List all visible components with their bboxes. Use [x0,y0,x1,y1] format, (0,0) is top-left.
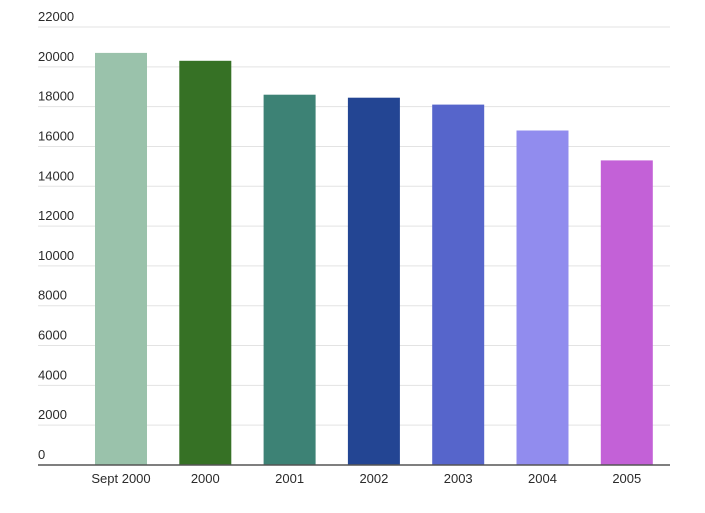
y-tick-label: 18000 [38,89,74,104]
y-tick-label: 2000 [38,407,67,422]
x-category-label: 2001 [275,471,304,486]
bar-2004 [516,130,569,465]
x-category-label: Sept 2000 [91,471,150,486]
x-category-label: 2000 [191,471,220,486]
y-tick-label: 14000 [38,168,74,183]
bar-sept-2000 [95,52,147,466]
x-category-label: 2002 [359,471,388,486]
bar-2001 [263,94,316,465]
x-axis-category-labels: Sept 2000 2000 2001 2002 2003 2004 2005 [91,471,641,486]
y-tick-label: 16000 [38,128,74,143]
bar-2003 [432,104,485,465]
y-axis-tick-labels: 0 2000 4000 6000 8000 10000 12000 14000 16000 180… [38,9,74,462]
bars [95,52,653,466]
bar-2000 [179,60,232,466]
bar-2002 [347,97,400,465]
y-tick-label: 20000 [38,49,74,64]
y-tick-label: 0 [38,447,45,462]
y-tick-label: 10000 [38,248,74,263]
y-tick-label: 8000 [38,288,67,303]
y-tick-label: 4000 [38,367,67,382]
y-tick-label: 12000 [38,208,74,223]
y-tick-label: 22000 [38,9,74,24]
y-tick-label: 6000 [38,328,67,343]
x-category-label: 2005 [612,471,641,486]
x-category-label: 2003 [444,471,473,486]
bar-2005 [600,160,653,465]
x-category-label: 2004 [528,471,557,486]
